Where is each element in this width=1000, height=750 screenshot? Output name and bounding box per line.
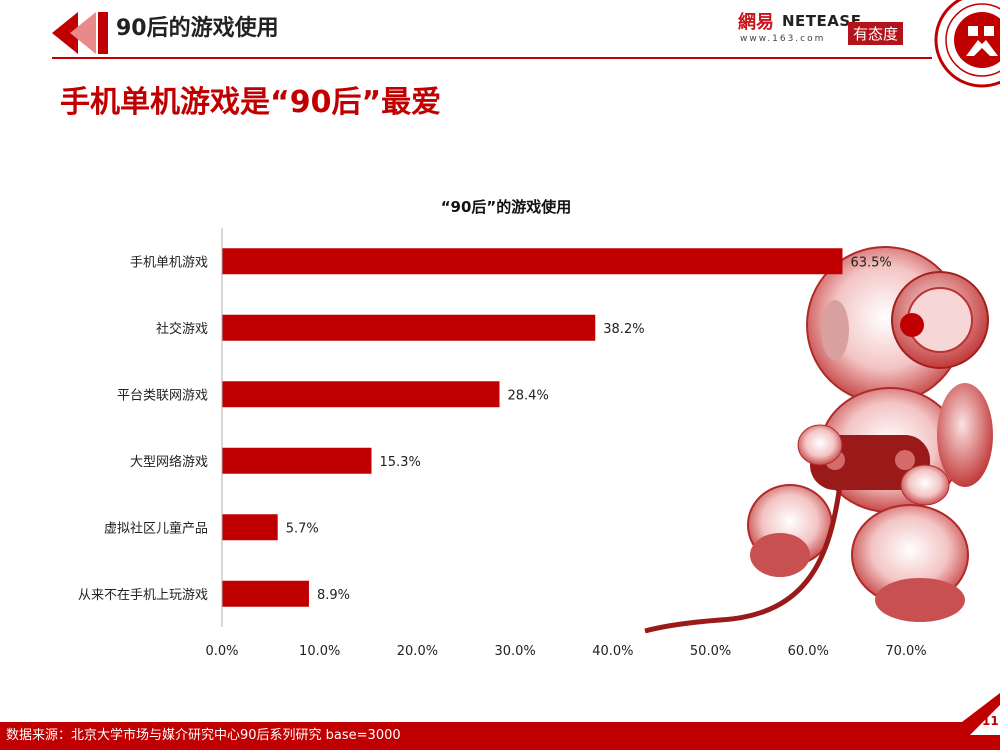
x-tick-label: 10.0%: [299, 644, 340, 659]
header-divider: [52, 57, 932, 59]
page-number-badge: [962, 693, 1000, 735]
category-label: 手机单机游戏: [130, 255, 208, 270]
value-label: 15.3%: [380, 455, 421, 470]
netease-url: www.163.com: [740, 34, 826, 44]
header-arrow-icon: [52, 12, 108, 54]
section-title: 90后的游戏使用: [116, 16, 279, 41]
bars-layer: 手机单机游戏 63.5% 社交游戏 38.2% 平台类联网游戏 28.4% 大型网络游戏 15…: [78, 248, 892, 607]
robot-illustration: [644, 246, 993, 634]
category-label: 平台类联网游戏: [117, 388, 208, 403]
bar-4: [222, 514, 278, 541]
bar-1: [222, 314, 596, 341]
bar-2: [222, 381, 500, 408]
x-tick-label: 0.0%: [205, 644, 238, 659]
x-tick-label: 60.0%: [788, 644, 829, 659]
netease-en-logo: NETEASE: [782, 12, 862, 30]
value-label: 5.7%: [286, 521, 319, 536]
value-label: 63.5%: [850, 255, 891, 270]
bar-0: [222, 248, 843, 275]
university-emblem-icon: [934, 0, 1000, 88]
x-tick-label: 30.0%: [494, 644, 535, 659]
x-axis: 0.0% 10.0% 20.0% 30.0% 40.0% 50.0% 60.0% 70.0%: [205, 644, 926, 659]
bar-5: [222, 580, 309, 607]
youtaidu-logo: 有态度: [848, 22, 904, 45]
category-label: 大型网络游戏: [130, 454, 208, 470]
value-label: 8.9%: [317, 588, 350, 603]
page-subtitle: 手机单机游戏是“90后”最爱: [60, 85, 442, 120]
category-label: 从来不在手机上玩游戏: [78, 588, 208, 603]
value-label: 38.2%: [603, 322, 644, 337]
category-label: 虚拟社区儿童产品: [104, 520, 208, 536]
data-source: 数据来源：北京大学市场与媒介研究中心90后系列研究 base=3000: [6, 728, 401, 743]
x-tick-label: 20.0%: [397, 644, 438, 659]
category-label: 社交游戏: [156, 321, 208, 337]
x-tick-label: 40.0%: [592, 644, 633, 659]
x-tick-label: 50.0%: [690, 644, 731, 659]
chart-title: “90后”的游戏使用: [441, 198, 572, 216]
bar-3: [222, 447, 372, 474]
x-tick-label: 70.0%: [885, 644, 926, 659]
value-label: 28.4%: [508, 388, 549, 403]
netease-cn-logo: 網易: [738, 12, 774, 33]
page-number: 11: [982, 714, 999, 728]
footer-bar: [0, 722, 1000, 750]
netease-logo: 網易 NETEASE www.163.com 有态度: [738, 8, 928, 52]
